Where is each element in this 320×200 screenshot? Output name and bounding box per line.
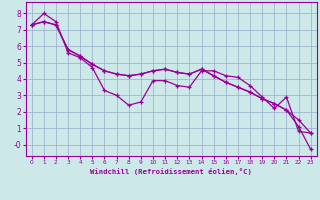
X-axis label: Windchill (Refroidissement éolien,°C): Windchill (Refroidissement éolien,°C) [90, 168, 252, 175]
